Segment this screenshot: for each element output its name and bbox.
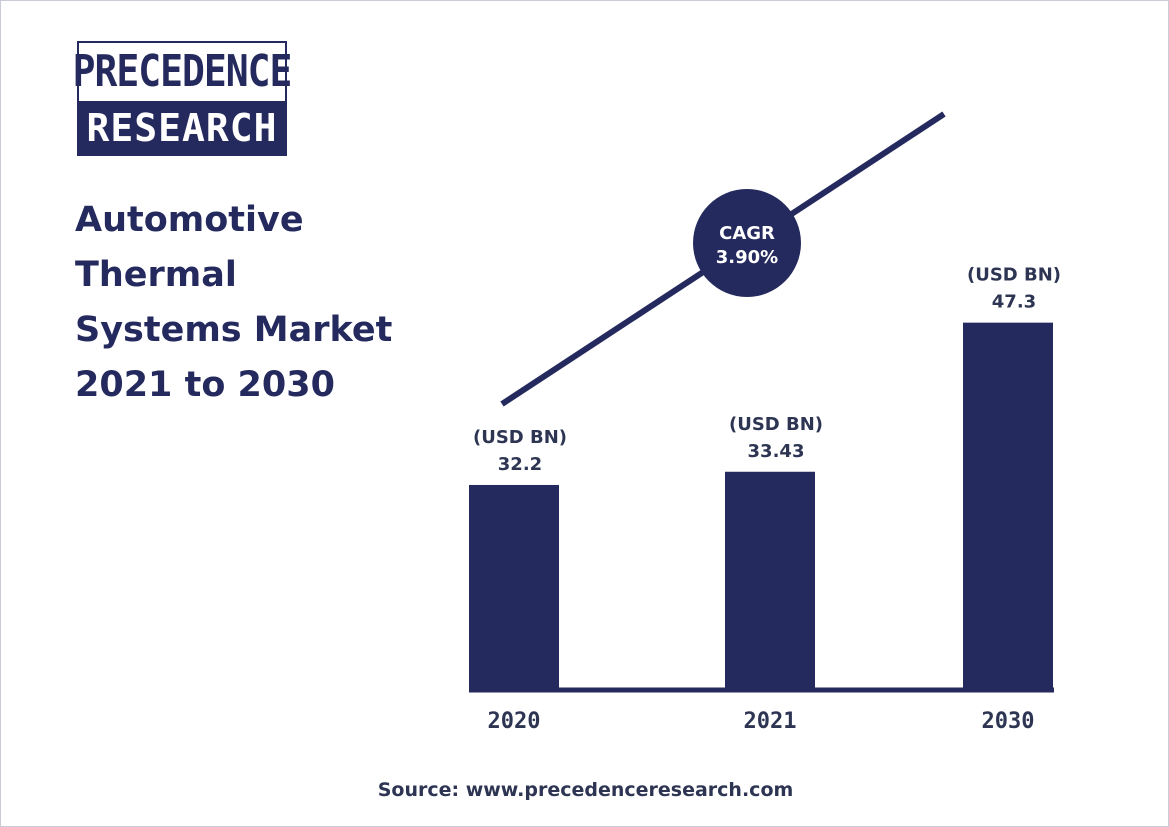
- title-line-4: 2021 to 2030: [75, 365, 335, 405]
- bar-2030: [963, 322, 1053, 689]
- x-tick-2020: 2020: [488, 709, 541, 734]
- precedence-research-logo: PRECEDENCE RESEARCH: [72, 41, 293, 156]
- title-line-1: Automotive: [75, 200, 304, 240]
- cagr-badge: [693, 189, 801, 297]
- cagr-value: 3.90%: [716, 247, 778, 268]
- value-label-2021: 33.43: [748, 441, 805, 462]
- value-label-2030: 47.3: [992, 292, 1036, 313]
- unit-label-2030: (USD BN): [967, 265, 1061, 286]
- source-footnote: Source: www.precedenceresearch.com: [377, 779, 794, 801]
- logo-line-1: PRECEDENCE: [72, 45, 293, 96]
- unit-label-2021: (USD BN): [729, 414, 823, 435]
- bar-2020: [469, 484, 559, 689]
- cagr-label: CAGR: [719, 223, 775, 244]
- title-line-2: Thermal: [75, 255, 237, 295]
- x-tick-2030: 2030: [982, 709, 1035, 734]
- bars-group: (USD BN) 32.2 2020 (USD BN) 33.43 2021 (USD BN…: [469, 265, 1061, 734]
- bar-2021: [725, 471, 815, 689]
- logo-line-2: RESEARCH: [79, 101, 285, 154]
- unit-label-2020: (USD BN): [473, 427, 567, 448]
- title-line-3: Systems Market: [75, 310, 393, 350]
- x-tick-2021: 2021: [744, 709, 797, 734]
- value-label-2020: 32.2: [498, 454, 542, 475]
- chart-title: Automotive Thermal Systems Market 2021 t…: [75, 193, 455, 413]
